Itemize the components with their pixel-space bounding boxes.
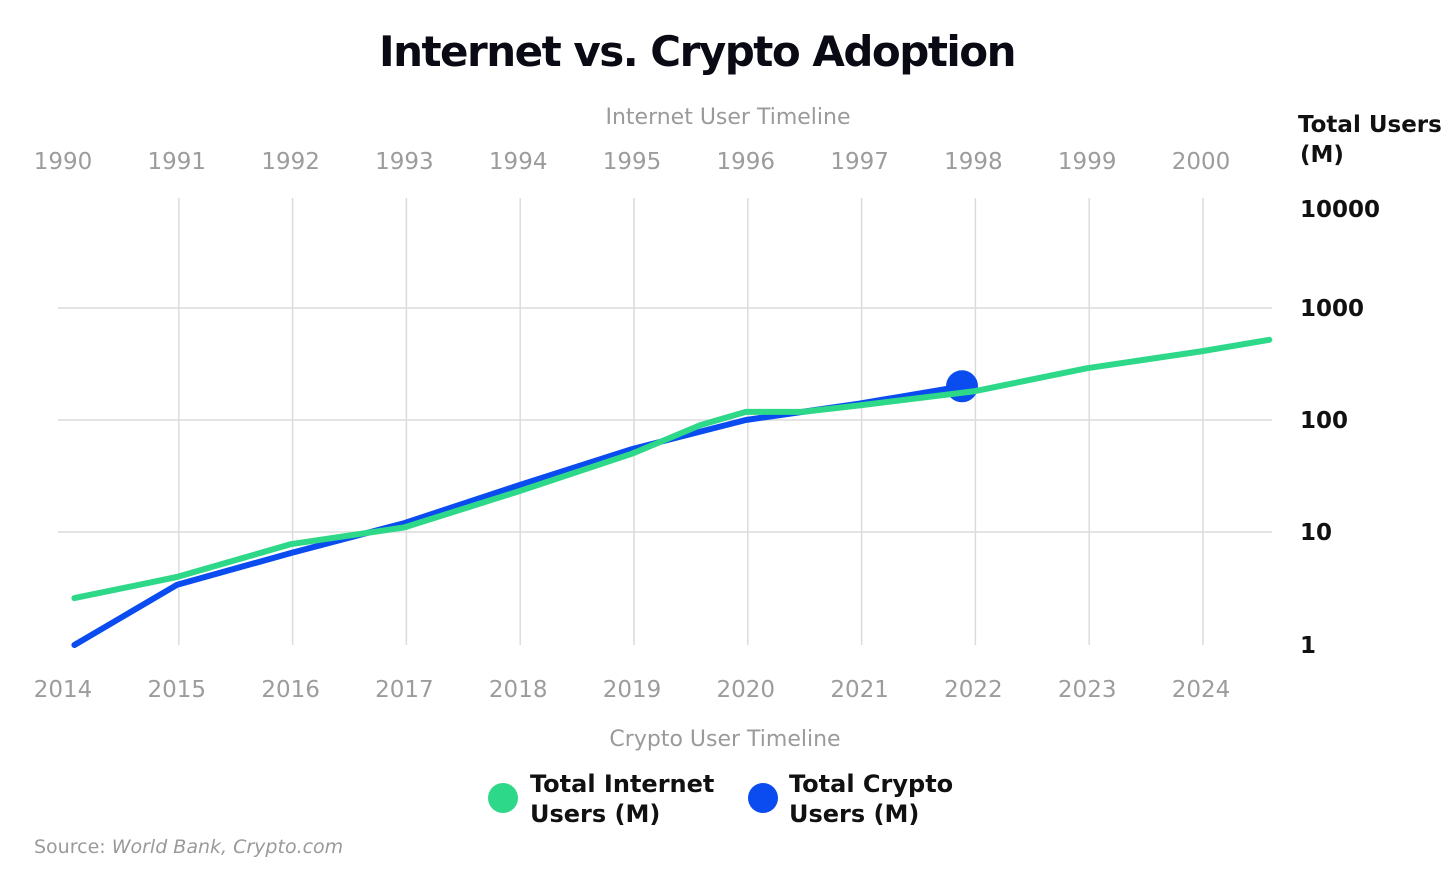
bottom-tick-label: 2020 [717, 677, 776, 703]
chart-title: Internet vs. Crypto Adoption [379, 27, 1015, 76]
top-tick-label: 1994 [489, 149, 548, 175]
internet-users-line [71, 336, 1273, 602]
legend-label-internet-line2: Users (M) [530, 800, 660, 828]
source-text: World Bank, Crypto.com [112, 836, 343, 858]
source-prefix: Source: [34, 836, 112, 858]
bottom-tick-label: 2023 [1058, 677, 1117, 703]
y-tick-label: 10 [1300, 520, 1332, 546]
bottom-tick-label: 2016 [261, 677, 320, 703]
top-tick-label: 1998 [944, 149, 1003, 175]
legend-swatch-internet [488, 783, 518, 813]
legend-label-crypto-line2: Users (M) [789, 800, 919, 828]
y-axis-ticks: 10000 1000 100 10 1 [1300, 197, 1380, 659]
top-tick-label: 1995 [603, 149, 662, 175]
bottom-tick-label: 2017 [375, 677, 434, 703]
top-axis-ticks: 1990 1991 1992 1993 1994 1995 1996 1997 1998 1999… [34, 149, 1231, 175]
legend-label-crypto-line1: Total Crypto [789, 770, 953, 798]
source-note: Source: World Bank, Crypto.com [34, 836, 343, 858]
top-tick-label: 1999 [1058, 149, 1117, 175]
top-axis-title: Internet User Timeline [605, 105, 850, 130]
y-axis-title-line1: Total Users [1298, 112, 1442, 138]
top-tick-label: 1991 [148, 149, 207, 175]
y-tick-label: 1 [1300, 633, 1316, 659]
top-tick-label: 2000 [1172, 149, 1231, 175]
bottom-tick-label: 2024 [1172, 677, 1231, 703]
top-tick-label: 1997 [830, 149, 889, 175]
legend-swatch-crypto [748, 783, 778, 813]
bottom-axis-title: Crypto User Timeline [609, 727, 840, 752]
legend: Total Internet Users (M) Total Crypto Us… [488, 770, 953, 828]
top-tick-label: 1993 [375, 149, 434, 175]
bottom-tick-label: 2022 [944, 677, 1003, 703]
bottom-axis-ticks: 2014 2015 2016 2017 2018 2019 2020 2021 2022 2023… [34, 677, 1231, 703]
y-axis-title-line2: (M) [1300, 142, 1344, 168]
top-tick-label: 1996 [717, 149, 776, 175]
legend-label-internet-line1: Total Internet [530, 770, 714, 798]
crypto-latest-point-marker [946, 370, 979, 403]
bottom-tick-label: 2021 [830, 677, 889, 703]
top-tick-label: 1990 [34, 149, 93, 175]
bottom-tick-label: 2014 [34, 677, 93, 703]
y-tick-label: 1000 [1300, 296, 1364, 322]
crypto-users-line [71, 383, 965, 648]
y-tick-label: 100 [1300, 408, 1348, 434]
top-tick-label: 1992 [261, 149, 320, 175]
series-lines [71, 336, 1273, 648]
bottom-tick-label: 2015 [148, 677, 207, 703]
y-tick-label: 10000 [1300, 197, 1380, 223]
bottom-tick-label: 2019 [603, 677, 662, 703]
bottom-tick-label: 2018 [489, 677, 548, 703]
grid-lines [58, 198, 1272, 645]
